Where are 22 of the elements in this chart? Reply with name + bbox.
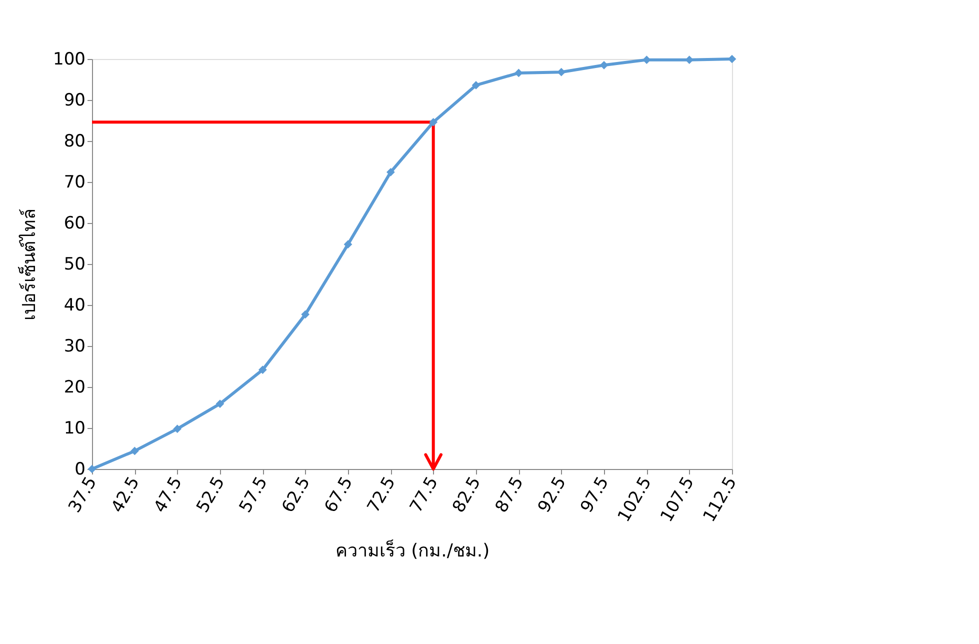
y-tick-label: 20 [64,378,86,398]
point [472,81,480,90]
point [173,424,182,434]
y-tick-label: 40 [64,296,86,316]
point [386,168,395,176]
y-axis-title: เปอร์เซ็นต์ไทล์ [17,208,40,320]
y-tick-label: 90 [64,90,86,110]
point [301,310,310,319]
y-tick-label: 60 [64,214,86,234]
y-tick-label: 10 [64,418,86,438]
point [429,118,438,126]
y-tick-label: 30 [64,336,86,356]
x-axis-title: ความเร็ว (กม./ชม.) [335,538,490,562]
point [216,400,224,408]
y-tick-label: 80 [64,132,86,152]
y-tick-label: 100 [53,50,86,70]
point [600,60,608,70]
point [258,366,267,374]
point [344,240,352,249]
point [130,446,139,456]
y-tick-label: 70 [64,172,86,192]
y-tick-label: 50 [64,254,86,274]
